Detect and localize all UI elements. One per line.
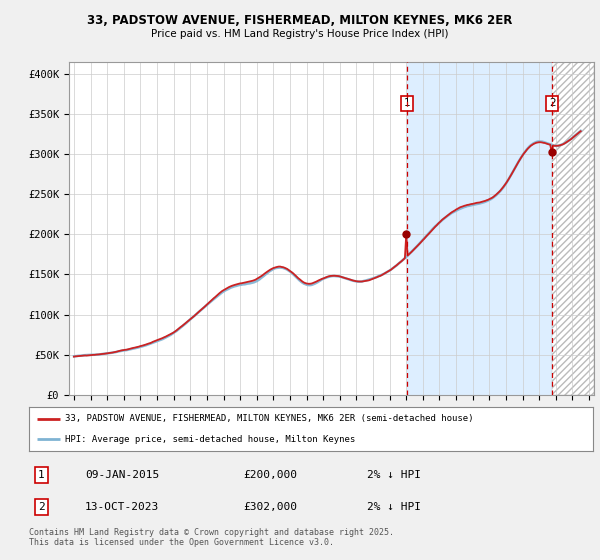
Text: Price paid vs. HM Land Registry's House Price Index (HPI): Price paid vs. HM Land Registry's House … [151,29,449,39]
Text: £302,000: £302,000 [243,502,297,512]
Text: 2: 2 [38,502,44,512]
Bar [552,62,594,395]
Text: 13-OCT-2023: 13-OCT-2023 [85,502,160,512]
Text: HPI: Average price, semi-detached house, Milton Keynes: HPI: Average price, semi-detached house,… [65,435,356,444]
Text: 33, PADSTOW AVENUE, FISHERMEAD, MILTON KEYNES, MK6 2ER: 33, PADSTOW AVENUE, FISHERMEAD, MILTON K… [88,14,512,27]
Text: Contains HM Land Registry data © Crown copyright and database right 2025.
This d: Contains HM Land Registry data © Crown c… [29,528,394,547]
Text: 2% ↓ HPI: 2% ↓ HPI [367,502,421,512]
Text: 33, PADSTOW AVENUE, FISHERMEAD, MILTON KEYNES, MK6 2ER (semi-detached house): 33, PADSTOW AVENUE, FISHERMEAD, MILTON K… [65,414,474,423]
Text: 1: 1 [38,470,44,480]
Text: 2: 2 [549,98,556,108]
Text: 2% ↓ HPI: 2% ↓ HPI [367,470,421,480]
Text: 1: 1 [403,98,410,108]
Bar [407,62,552,395]
Text: £200,000: £200,000 [243,470,297,480]
Text: 09-JAN-2015: 09-JAN-2015 [85,470,160,480]
